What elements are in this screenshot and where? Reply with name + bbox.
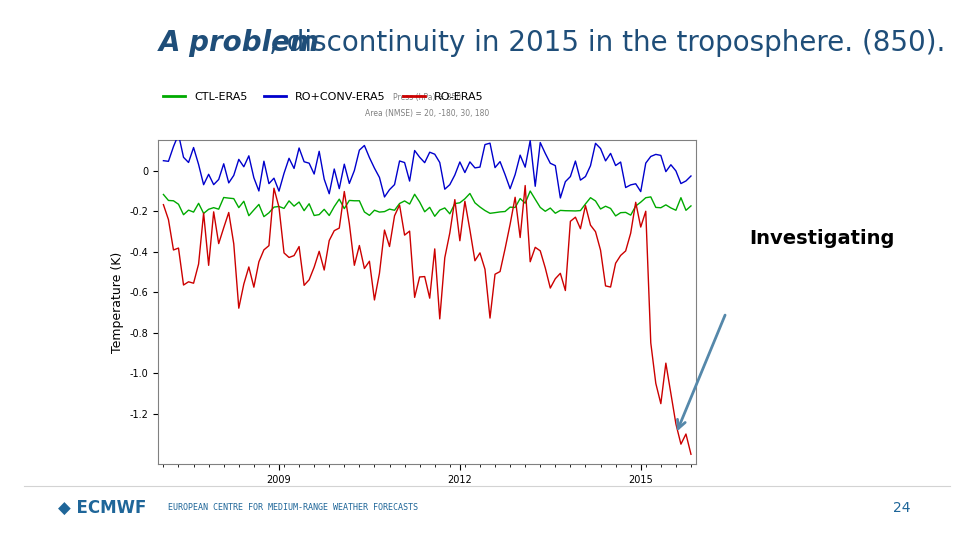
Legend: CTL-ERA5, RO+CONV-ERA5, RO-ERA5: CTL-ERA5, RO+CONV-ERA5, RO-ERA5 (158, 87, 488, 106)
Text: 24: 24 (893, 501, 910, 515)
Text: A problem: A problem (158, 29, 320, 57)
Text: , discontinuity in 2015 in the troposphere. (850).: , discontinuity in 2015 in the troposphe… (269, 29, 946, 57)
Text: Area (NMSE) = 20, -180, 30, 180: Area (NMSE) = 20, -180, 30, 180 (365, 109, 490, 118)
Text: ◆ ECMWF: ◆ ECMWF (58, 498, 146, 517)
Text: Press (hPa) = 850: Press (hPa) = 850 (394, 92, 461, 102)
Text: Investigating: Investigating (749, 230, 894, 248)
Y-axis label: Temperature (K): Temperature (K) (111, 252, 124, 353)
Text: EUROPEAN CENTRE FOR MEDIUM-RANGE WEATHER FORECASTS: EUROPEAN CENTRE FOR MEDIUM-RANGE WEATHER… (168, 503, 418, 512)
